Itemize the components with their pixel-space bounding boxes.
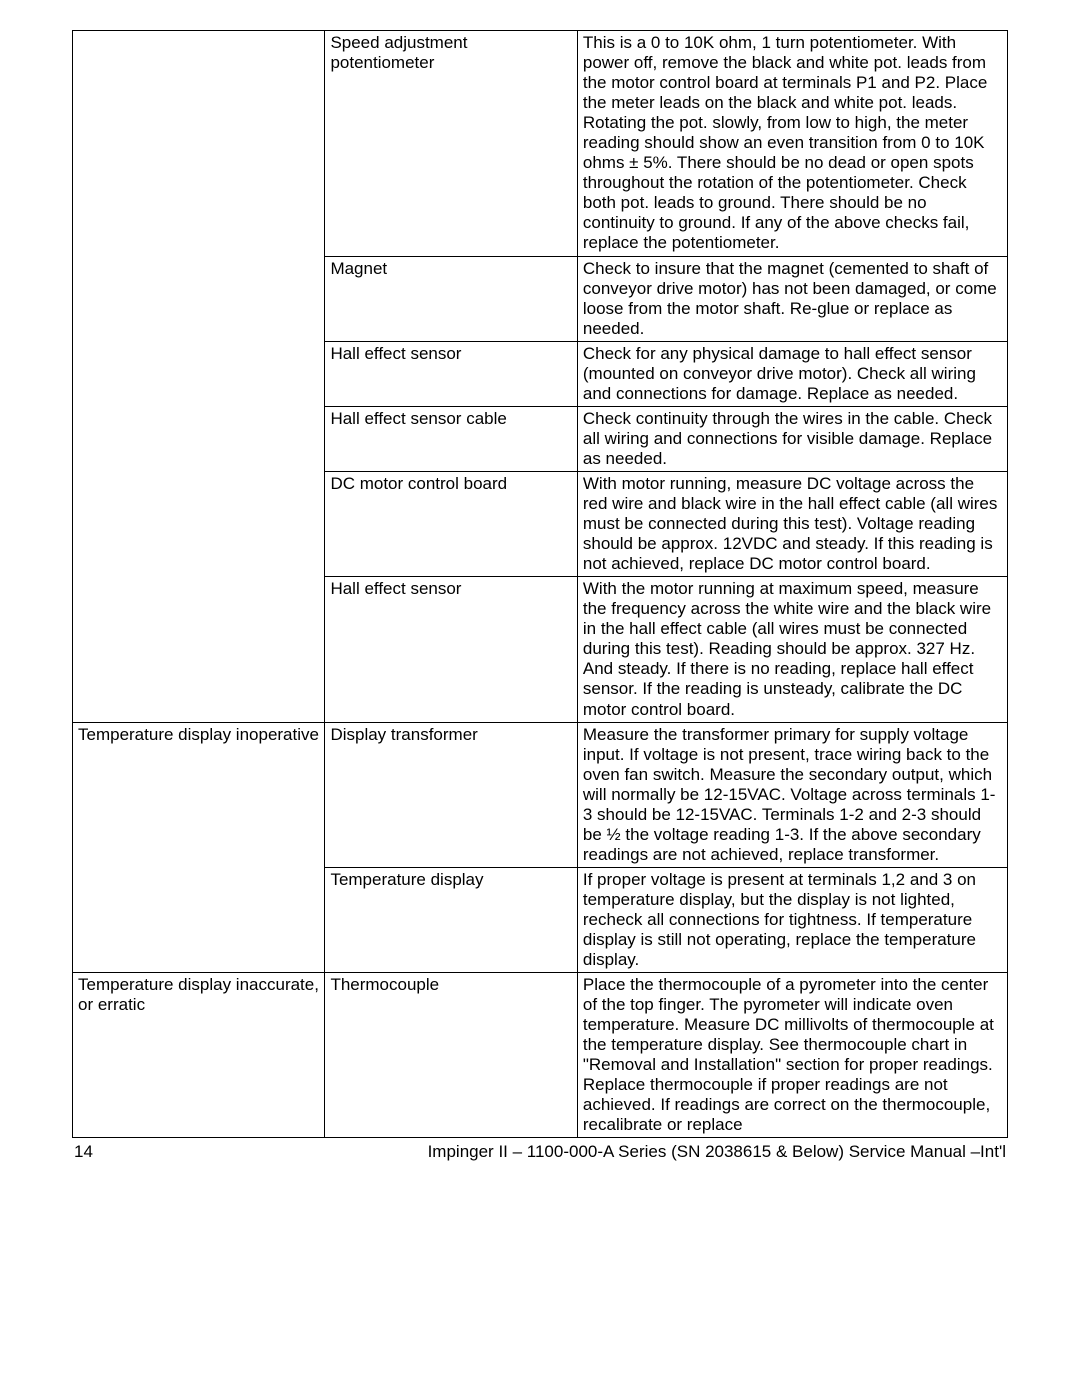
table-row: Temperature display inaccurate, or errat… bbox=[73, 973, 1008, 1138]
remedy-cell: This is a 0 to 10K ohm, 1 turn potentiom… bbox=[577, 31, 1007, 257]
cause-cell: Temperature display bbox=[325, 867, 577, 972]
symptom-cell: Temperature display inoperative bbox=[73, 722, 325, 973]
remedy-cell: Place the thermocouple of a pyrometer in… bbox=[577, 973, 1007, 1138]
troubleshooting-table: Speed adjustment potentiometerThis is a … bbox=[72, 30, 1008, 1138]
cause-cell: Magnet bbox=[325, 256, 577, 341]
remedy-cell: Check to insure that the magnet (cemente… bbox=[577, 256, 1007, 341]
remedy-cell: With motor running, measure DC voltage a… bbox=[577, 471, 1007, 576]
remedy-cell: Measure the transformer primary for supp… bbox=[577, 722, 1007, 867]
symptom-cell bbox=[73, 31, 325, 723]
cause-cell: Thermocouple bbox=[325, 973, 577, 1138]
footer-title: Impinger II – 1100-000-A Series (SN 2038… bbox=[428, 1142, 1006, 1162]
cause-cell: Hall effect sensor bbox=[325, 341, 577, 406]
remedy-cell: With the motor running at maximum speed,… bbox=[577, 577, 1007, 722]
remedy-cell: Check continuity through the wires in th… bbox=[577, 406, 1007, 471]
cause-cell: DC motor control board bbox=[325, 471, 577, 576]
remedy-cell: If proper voltage is present at terminal… bbox=[577, 867, 1007, 972]
cause-cell: Display transformer bbox=[325, 722, 577, 867]
cause-cell: Hall effect sensor bbox=[325, 577, 577, 722]
cause-cell: Hall effect sensor cable bbox=[325, 406, 577, 471]
symptom-cell: Temperature display inaccurate, or errat… bbox=[73, 973, 325, 1138]
remedy-cell: Check for any physical damage to hall ef… bbox=[577, 341, 1007, 406]
page-footer: 14 Impinger II – 1100-000-A Series (SN 2… bbox=[72, 1138, 1008, 1162]
cause-cell: Speed adjustment potentiometer bbox=[325, 31, 577, 257]
page-number: 14 bbox=[74, 1142, 93, 1162]
table-row: Temperature display inoperativeDisplay t… bbox=[73, 722, 1008, 867]
table-row: Speed adjustment potentiometerThis is a … bbox=[73, 31, 1008, 257]
